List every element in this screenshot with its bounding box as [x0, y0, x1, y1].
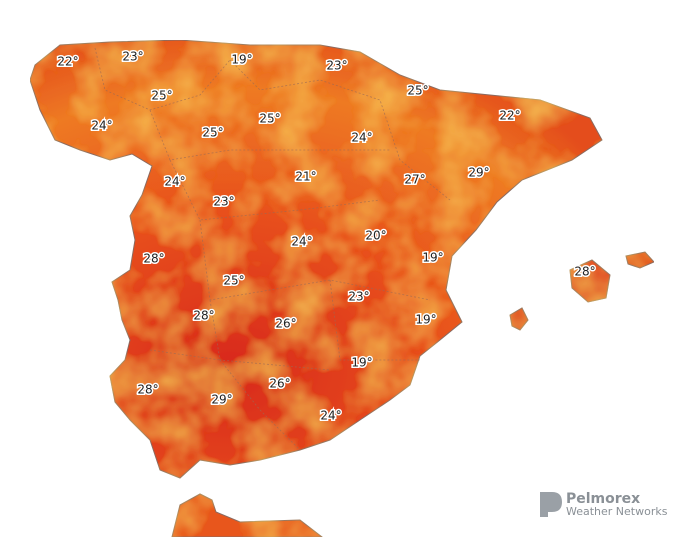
temp-label: 28°: [143, 252, 164, 266]
temp-label: 24°: [164, 175, 185, 189]
temp-label: 23°: [122, 50, 143, 64]
mallorca: [569, 259, 611, 303]
brand-logo: [540, 492, 562, 517]
temp-label: 19°: [415, 313, 436, 327]
temp-label: 26°: [269, 377, 290, 391]
temp-label: 25°: [151, 89, 172, 103]
spain: [29, 39, 603, 479]
temp-label: 24°: [291, 235, 312, 249]
temp-label: 24°: [91, 119, 112, 133]
temp-label: 25°: [407, 84, 428, 98]
temp-label: 25°: [202, 126, 223, 140]
brand-name: Pelmorex: [566, 491, 640, 507]
land: [29, 39, 655, 537]
temp-label: 19°: [351, 356, 372, 370]
temp-label: 27°: [404, 173, 425, 187]
temp-label: 22°: [499, 109, 520, 123]
brand-subtitle: Weather Networks: [566, 505, 668, 518]
temp-label: 28°: [193, 309, 214, 323]
temp-label: 21°: [295, 170, 316, 184]
temp-label: 19°: [422, 251, 443, 265]
temp-label: 25°: [223, 274, 244, 288]
temp-label: 24°: [351, 131, 372, 145]
temp-label: 23°: [348, 290, 369, 304]
temperature-labels: 22° 23° 19° 23° 25° 25° 24° 25° 25° 24° …: [56, 48, 597, 424]
temp-label: 22°: [57, 55, 78, 69]
temp-label: 20°: [365, 229, 386, 243]
temp-label: 26°: [275, 317, 296, 331]
temp-label: 28°: [137, 383, 158, 397]
temp-label: 29°: [211, 393, 232, 407]
temp-label: 28°: [574, 265, 595, 279]
menorca: [625, 251, 655, 269]
temp-label: 25°: [259, 112, 280, 126]
region-borders: [94, 47, 451, 451]
brand: Pelmorex Weather Networks: [540, 491, 668, 518]
temp-label: 24°: [320, 409, 341, 423]
temp-label: 29°: [468, 166, 489, 180]
temp-label: 23°: [213, 195, 234, 209]
temp-label: 19°: [231, 53, 252, 67]
africa: [171, 493, 323, 537]
ibiza: [509, 307, 529, 331]
temp-label: 23°: [326, 59, 347, 73]
